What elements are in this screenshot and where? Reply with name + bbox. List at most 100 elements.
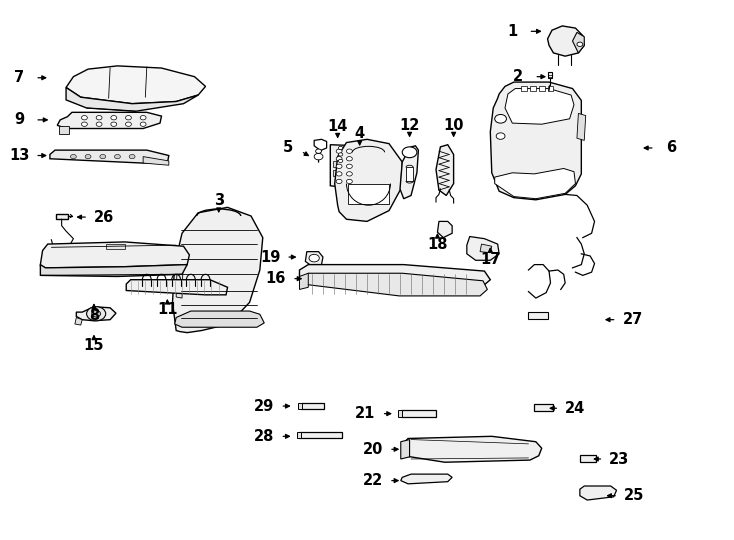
Polygon shape xyxy=(400,146,418,199)
Circle shape xyxy=(314,153,323,160)
Polygon shape xyxy=(348,184,389,204)
Circle shape xyxy=(96,116,102,120)
Circle shape xyxy=(316,149,321,153)
Polygon shape xyxy=(467,237,499,260)
Circle shape xyxy=(126,116,131,120)
Circle shape xyxy=(336,149,342,153)
Polygon shape xyxy=(505,89,574,124)
Polygon shape xyxy=(534,404,553,411)
Polygon shape xyxy=(406,167,413,181)
Polygon shape xyxy=(297,432,301,438)
Circle shape xyxy=(338,146,343,150)
Circle shape xyxy=(402,147,417,158)
Text: 17: 17 xyxy=(480,252,501,267)
Polygon shape xyxy=(40,265,187,276)
Circle shape xyxy=(100,154,106,159)
Polygon shape xyxy=(106,244,125,249)
Polygon shape xyxy=(521,86,527,91)
Text: 9: 9 xyxy=(14,112,24,127)
Polygon shape xyxy=(298,403,302,409)
Circle shape xyxy=(111,122,117,126)
Polygon shape xyxy=(548,26,584,56)
Polygon shape xyxy=(580,486,617,500)
Circle shape xyxy=(346,164,352,168)
Text: 7: 7 xyxy=(14,70,24,85)
Polygon shape xyxy=(305,252,323,267)
Polygon shape xyxy=(528,312,548,319)
Polygon shape xyxy=(66,87,198,111)
Circle shape xyxy=(336,164,342,168)
Polygon shape xyxy=(302,273,487,296)
Polygon shape xyxy=(175,311,264,327)
Polygon shape xyxy=(172,207,263,333)
Circle shape xyxy=(85,154,91,159)
Text: 22: 22 xyxy=(363,473,383,488)
Polygon shape xyxy=(56,214,68,219)
Text: 21: 21 xyxy=(355,406,376,421)
Circle shape xyxy=(140,116,146,120)
Polygon shape xyxy=(299,265,490,287)
Polygon shape xyxy=(50,150,169,163)
Circle shape xyxy=(92,310,101,317)
Polygon shape xyxy=(330,145,361,189)
Circle shape xyxy=(309,254,319,262)
Text: 2: 2 xyxy=(513,69,523,84)
Circle shape xyxy=(115,154,120,159)
Text: 20: 20 xyxy=(363,442,383,457)
Polygon shape xyxy=(176,248,184,298)
Polygon shape xyxy=(577,113,586,140)
Polygon shape xyxy=(75,318,82,325)
Text: 11: 11 xyxy=(157,302,178,318)
Text: 19: 19 xyxy=(260,249,280,265)
Polygon shape xyxy=(401,440,410,459)
Text: 28: 28 xyxy=(254,429,275,444)
Polygon shape xyxy=(143,157,169,165)
Text: 1: 1 xyxy=(507,24,517,39)
Circle shape xyxy=(70,154,76,159)
Circle shape xyxy=(577,42,583,46)
Circle shape xyxy=(129,154,135,159)
Text: 6: 6 xyxy=(666,140,676,156)
Polygon shape xyxy=(59,126,69,134)
Polygon shape xyxy=(299,432,342,438)
Polygon shape xyxy=(548,72,552,78)
Circle shape xyxy=(81,122,87,126)
Polygon shape xyxy=(299,273,308,289)
Text: 27: 27 xyxy=(622,312,643,327)
Polygon shape xyxy=(398,410,402,417)
Circle shape xyxy=(336,172,342,176)
Circle shape xyxy=(346,179,352,184)
Text: 23: 23 xyxy=(609,451,630,467)
Polygon shape xyxy=(40,242,189,268)
Circle shape xyxy=(346,149,352,153)
Circle shape xyxy=(87,307,106,321)
Polygon shape xyxy=(76,307,116,321)
Circle shape xyxy=(140,122,146,126)
Text: 18: 18 xyxy=(427,237,448,252)
Text: 29: 29 xyxy=(254,399,275,414)
Circle shape xyxy=(336,179,342,184)
Polygon shape xyxy=(573,32,584,53)
Polygon shape xyxy=(530,86,536,91)
Circle shape xyxy=(81,116,87,120)
Polygon shape xyxy=(404,436,542,462)
Text: 3: 3 xyxy=(214,193,224,208)
Circle shape xyxy=(496,133,505,139)
Polygon shape xyxy=(539,86,545,91)
Text: 16: 16 xyxy=(266,271,286,286)
Text: 14: 14 xyxy=(327,119,348,134)
Polygon shape xyxy=(401,474,452,484)
Circle shape xyxy=(126,122,131,126)
Circle shape xyxy=(495,114,506,123)
Text: 12: 12 xyxy=(399,118,420,133)
Text: 5: 5 xyxy=(283,140,294,156)
Circle shape xyxy=(96,122,102,126)
Circle shape xyxy=(336,157,342,161)
Polygon shape xyxy=(66,66,206,104)
Polygon shape xyxy=(580,455,596,462)
Text: 13: 13 xyxy=(9,148,29,163)
Circle shape xyxy=(346,157,352,161)
Text: 15: 15 xyxy=(84,338,104,353)
Text: 25: 25 xyxy=(624,488,644,503)
Polygon shape xyxy=(333,170,357,176)
